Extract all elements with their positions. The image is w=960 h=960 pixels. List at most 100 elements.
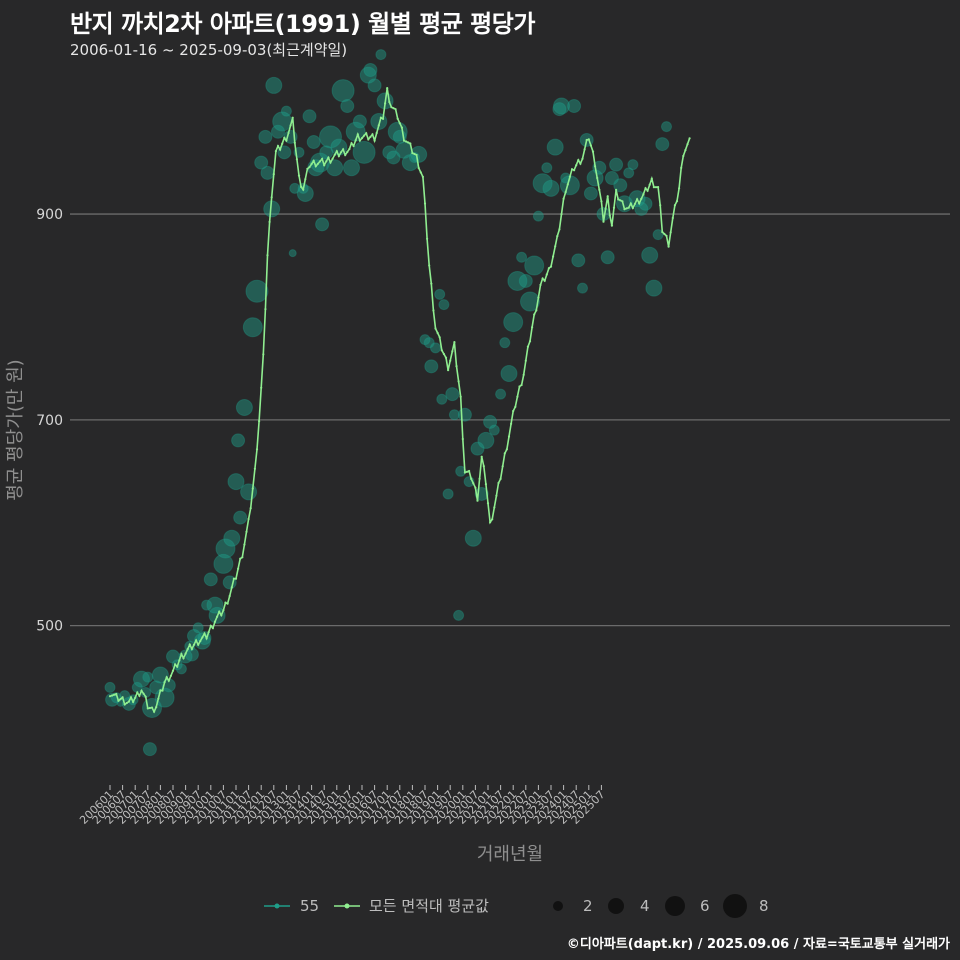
average-line-point: [205, 637, 208, 640]
scatter-point: [457, 407, 472, 422]
average-line-point: [495, 494, 498, 497]
average-line-point: [127, 700, 130, 703]
average-line-point: [415, 153, 418, 157]
average-line-point: [438, 336, 441, 339]
average-line-point: [686, 143, 689, 146]
average-line-point: [423, 202, 427, 205]
legend-series-55-label[interactable]: 55: [300, 897, 319, 915]
average-line-point: [577, 159, 580, 162]
scatter-point: [245, 279, 269, 303]
scatter-point: [231, 433, 246, 448]
scatter-point: [455, 465, 467, 477]
scatter-point: [495, 388, 507, 400]
scatter-point: [306, 135, 321, 150]
average-line-point: [220, 614, 223, 617]
average-line-point: [570, 168, 574, 171]
average-line-point: [132, 700, 135, 704]
average-line-point: [195, 639, 198, 642]
scatter-point: [470, 441, 485, 456]
average-line-point: [285, 139, 288, 142]
average-line-point: [270, 196, 273, 199]
average-line-point: [615, 188, 618, 191]
legend-average-dot: [344, 903, 350, 909]
average-line-point: [176, 665, 179, 668]
scatter-point: [645, 279, 663, 297]
average-line-point: [247, 517, 250, 521]
scatter-point: [532, 210, 544, 222]
scatter-point: [319, 145, 334, 160]
legend: 55 모든 면적대 평균값 2 4 6 8: [264, 894, 769, 918]
average-line-point: [142, 692, 145, 695]
average-line-point: [533, 313, 536, 316]
scatter-point: [206, 596, 224, 614]
average-line-point: [457, 380, 460, 383]
y-tick-label: 700: [36, 413, 63, 429]
average-line-point: [636, 198, 639, 201]
average-line-point: [276, 144, 280, 148]
scatter-point: [445, 387, 460, 402]
scatter-point: [192, 622, 204, 634]
average-line-point: [465, 470, 469, 473]
average-line-point: [245, 530, 248, 533]
scatter-point: [151, 666, 169, 684]
average-line-point: [562, 197, 565, 200]
average-line-point: [274, 150, 277, 153]
average-line-point: [468, 469, 471, 473]
scatter-point: [142, 742, 157, 757]
average-line-point: [518, 385, 521, 388]
average-line-point: [596, 176, 599, 180]
average-line-point: [192, 643, 196, 646]
average-line-point: [255, 448, 259, 451]
average-line-point: [402, 139, 406, 142]
average-line-point: [121, 696, 124, 699]
average-line-point: [140, 689, 143, 692]
scatter-point: [375, 49, 387, 61]
scatter-point: [516, 251, 528, 263]
scatter-point: [423, 337, 435, 349]
average-line-point: [119, 698, 122, 701]
average-line-point: [287, 131, 290, 135]
scatter-point: [623, 167, 635, 179]
average-line-point: [591, 150, 595, 153]
average-line-point: [302, 188, 305, 191]
average-line-point: [646, 189, 649, 192]
average-line-point: [537, 296, 540, 299]
scatter-point: [438, 299, 450, 311]
average-line-point: [199, 639, 202, 643]
average-line-point: [499, 477, 502, 480]
scatter-point: [213, 553, 234, 574]
scatter-point: [280, 105, 292, 117]
average-line-point: [308, 166, 311, 169]
scatter-point: [326, 159, 344, 177]
average-line-point: [310, 162, 313, 166]
average-line-point: [604, 207, 607, 210]
average-line-point: [472, 482, 475, 485]
average-line-point: [566, 183, 569, 186]
average-line-point: [153, 710, 156, 713]
average-line-point: [113, 693, 116, 696]
x-axis-ticks: 2006012006072007012007072008012008072009…: [77, 785, 608, 827]
average-line-point: [306, 167, 309, 170]
average-line-point: [115, 692, 118, 696]
legend-size-2-label: 2: [583, 897, 593, 915]
average-line-point: [358, 139, 361, 142]
average-line-point: [232, 577, 235, 580]
scatter-point: [541, 162, 553, 174]
average-line-point: [251, 487, 254, 490]
scatter-point: [254, 155, 269, 170]
average-line-point: [474, 486, 477, 489]
average-line-point: [560, 213, 563, 216]
scatter-point: [634, 201, 649, 216]
scatter-point: [235, 399, 253, 417]
average-line-point: [390, 106, 393, 109]
average-line-point: [482, 465, 485, 468]
legend-average-label[interactable]: 모든 면적대 평균값: [369, 897, 489, 915]
average-line-point: [633, 202, 637, 205]
average-line-point: [470, 477, 473, 480]
average-line-point: [459, 395, 462, 398]
legend-size-6-label: 6: [700, 897, 710, 915]
average-line-point: [369, 135, 372, 138]
average-line-point: [394, 108, 397, 111]
average-line-point: [157, 697, 160, 700]
scatter-point: [583, 186, 598, 201]
